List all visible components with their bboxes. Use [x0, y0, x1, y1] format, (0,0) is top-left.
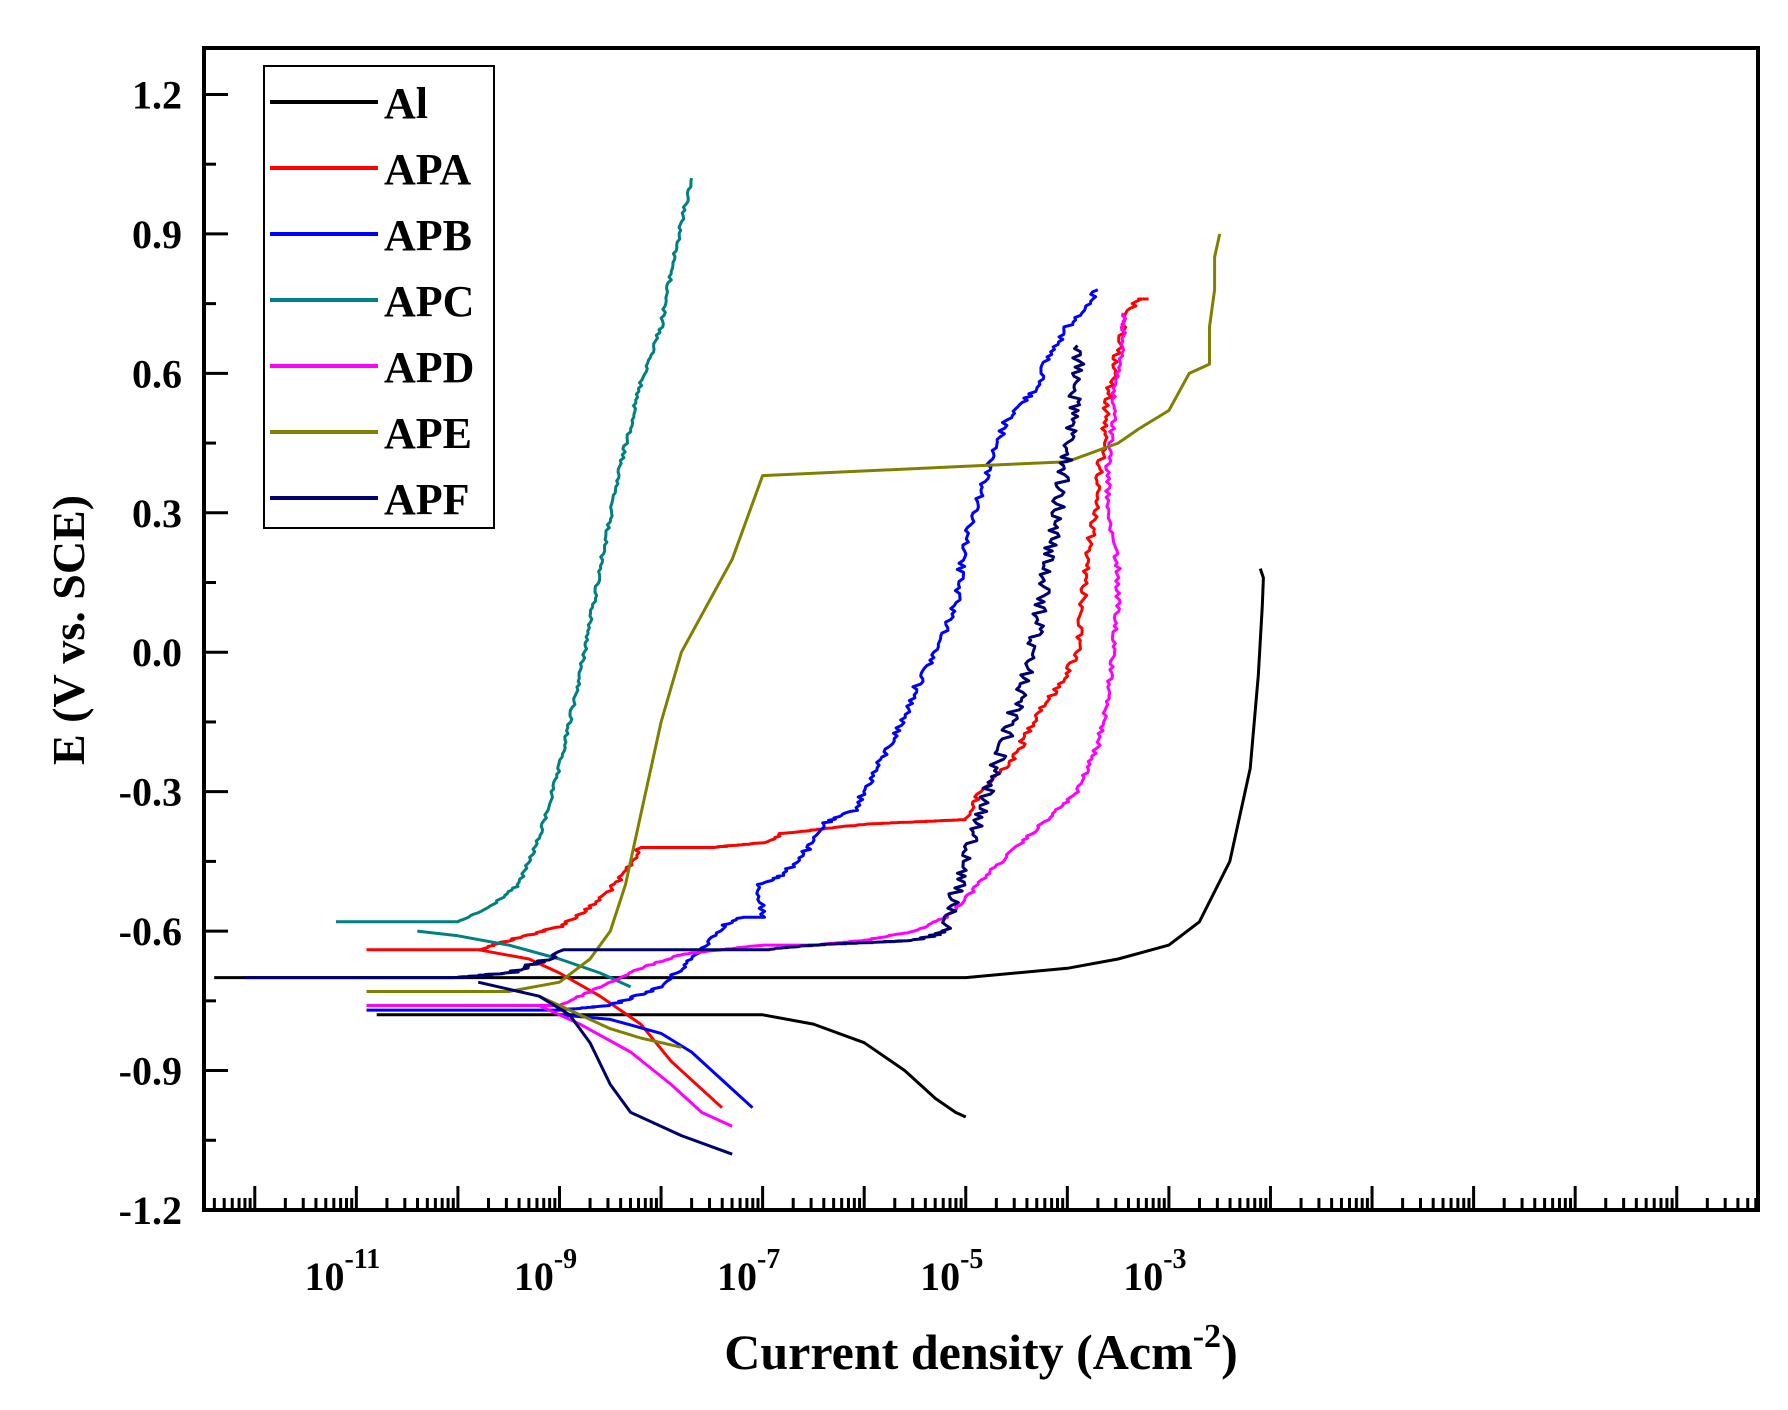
series-line-anodic	[336, 177, 693, 924]
y-axis-label: E (V vs. SCE)	[43, 495, 94, 765]
x-tick-label: 10-7	[717, 1244, 780, 1299]
y-axis-tick-labels: 1.2 0.9 0.6 0.3 0.0 -0.3 -0.6 -0.9 -1.2	[119, 72, 182, 1233]
series-apf	[244, 344, 1086, 1156]
series-line-cathodic	[538, 994, 682, 1049]
x-axis-label-main: Current density (Acm	[724, 1324, 1192, 1380]
x-axis-label-superscript: -2	[1193, 1318, 1221, 1355]
legend-label: APF	[384, 475, 470, 524]
y-tick-label: 1.2	[132, 72, 182, 117]
legend-label: APA	[384, 145, 471, 194]
series-line-anodic	[366, 297, 1149, 952]
series-line-cathodic	[477, 980, 733, 1156]
series-apa	[366, 297, 1149, 1109]
y-tick-label: -0.9	[119, 1049, 182, 1094]
y-tick-label: -0.6	[119, 909, 182, 954]
x-tick-label: 10-5	[920, 1244, 983, 1299]
y-tick-label: -1.2	[119, 1188, 182, 1233]
x-axis-ticks	[212, 1186, 1758, 1210]
series-line-cathodic	[538, 1004, 733, 1128]
series-line-cathodic	[417, 929, 632, 989]
series-apc	[336, 177, 693, 989]
legend-label: APE	[384, 409, 472, 458]
legend-label: APC	[384, 277, 474, 326]
series-line-anodic	[214, 568, 1265, 980]
legend-box	[263, 65, 495, 529]
x-tick-label: 10-3	[1123, 1244, 1186, 1299]
series-line-cathodic	[559, 1013, 754, 1109]
series-ape	[366, 233, 1222, 1049]
x-axis-label: Current density (Acm-2)	[724, 1318, 1237, 1380]
y-axis-ticks	[204, 92, 228, 1212]
y-tick-label: 0.0	[132, 630, 182, 675]
series-layer	[214, 177, 1265, 1156]
x-axis-tick-labels: 10-11 10-9 10-7 10-5 10-3	[304, 1244, 1186, 1299]
x-tick-label: 10-11	[304, 1244, 380, 1299]
legend-label: APB	[384, 211, 472, 260]
y-tick-label: -0.3	[119, 770, 182, 815]
series-line-anodic	[244, 344, 1086, 980]
series-line-anodic	[366, 312, 1128, 1007]
x-tick-label: 10-9	[514, 1244, 577, 1299]
x-axis-label-close: )	[1221, 1324, 1238, 1380]
y-tick-label: 0.3	[132, 491, 182, 536]
series-line-anodic	[366, 233, 1222, 993]
legend-label: APD	[384, 343, 474, 392]
legend-label: Al	[384, 79, 428, 128]
series-al	[214, 568, 1265, 1119]
legend: Al APA APB APC APD APE APF	[263, 65, 495, 529]
series-line-cathodic	[376, 1013, 967, 1119]
y-tick-label: 0.6	[132, 351, 182, 396]
y-tick-label: 0.9	[132, 212, 182, 257]
series-line-cathodic	[477, 948, 724, 1109]
plot-frame	[202, 46, 1760, 1212]
